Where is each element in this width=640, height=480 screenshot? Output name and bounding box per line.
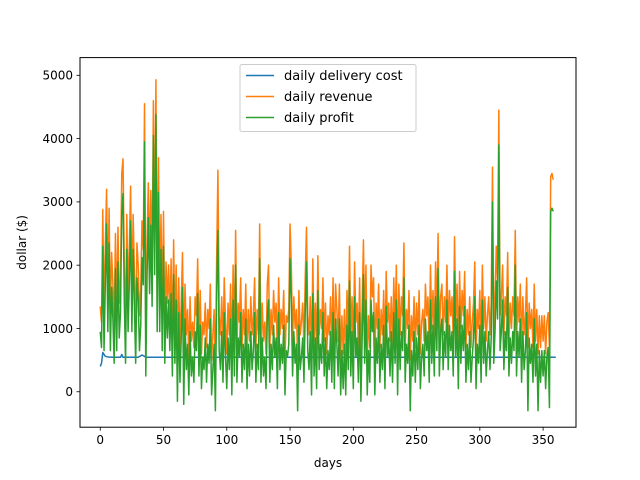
- y-axis-label: dollar ($): [15, 215, 29, 270]
- y-axis: 0 1000 2000 3000 4000 5000: [42, 69, 80, 399]
- y-tick-label: 1000: [42, 322, 73, 336]
- legend-label-0: daily delivery cost: [284, 69, 403, 84]
- x-tick-label: 0: [96, 433, 104, 447]
- plot-frame: [79, 57, 577, 428]
- y-tick-label: 0: [65, 385, 73, 399]
- x-tick-label: 300: [468, 433, 491, 447]
- y-tick-label: 5000: [42, 69, 73, 83]
- x-tick-label: 50: [156, 433, 171, 447]
- x-tick-label: 250: [405, 433, 428, 447]
- series-layer: [99, 79, 556, 412]
- x-axis-label: days: [314, 456, 342, 470]
- series-line-1: [99, 79, 554, 374]
- legend-label-2: daily profit: [284, 111, 354, 126]
- legend-box: [239, 64, 417, 132]
- x-axis: 0 50 100 150 200 250 300 350: [96, 427, 555, 447]
- legend-label-1: daily revenue: [284, 90, 373, 105]
- legend: daily delivery cost daily revenue daily pr…: [239, 64, 417, 132]
- series-line-2: [99, 113, 554, 412]
- x-tick-label: 150: [279, 433, 302, 447]
- x-tick-label: 100: [215, 433, 238, 447]
- series-line-0: [99, 351, 556, 367]
- x-tick-label: 350: [532, 433, 555, 447]
- y-tick-label: 4000: [42, 132, 73, 146]
- y-tick-label: 3000: [42, 195, 73, 209]
- x-tick-label: 200: [342, 433, 365, 447]
- y-tick-label: 2000: [42, 258, 73, 272]
